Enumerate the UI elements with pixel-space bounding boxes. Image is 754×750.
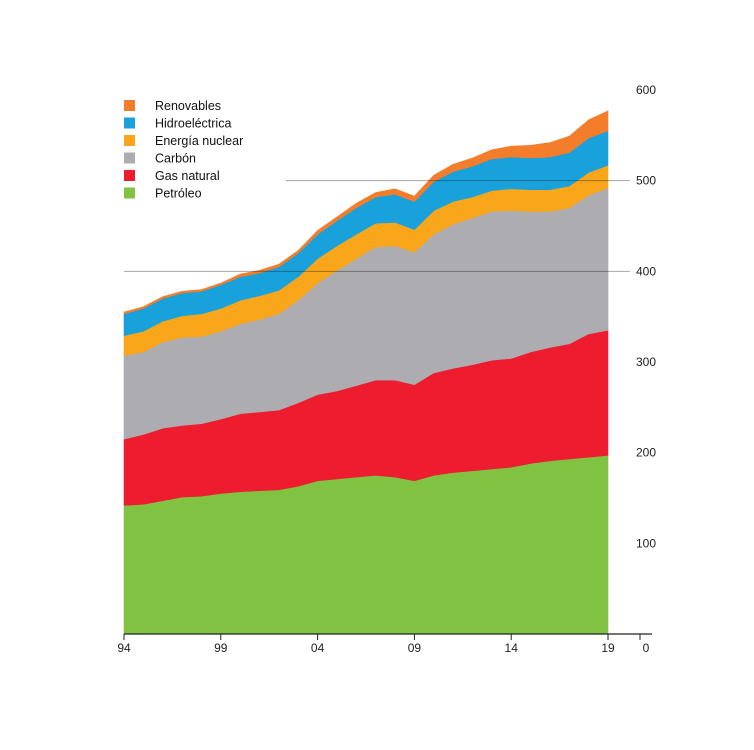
x-tick-label: 19 [601, 641, 615, 655]
y-tick-label: 500 [636, 174, 656, 188]
legend-swatch-energia-nuclear [124, 135, 135, 146]
y-tick-label: 600 [636, 83, 656, 97]
x-tick-label: 09 [408, 641, 422, 655]
y-tick-label: 0 [643, 641, 650, 655]
x-tick-label: 14 [505, 641, 519, 655]
legend-label-carbon: Carbón [155, 152, 196, 166]
legend-swatch-renovables [124, 100, 135, 111]
gridlines-group [124, 180, 630, 272]
legend-swatch-petroleo [124, 187, 135, 199]
legend-label-hidroelectrica: Hidroeléctrica [155, 117, 231, 131]
legend-swatch-carbon [124, 152, 135, 164]
axes-group: 94 99 04 09 14 19 0 100 200 300 400 500 600 [117, 83, 656, 655]
y-tick-label: 200 [636, 446, 656, 460]
x-tick-label: 99 [214, 641, 228, 655]
legend-swatch-hidroelectrica [124, 117, 135, 129]
legend-label-petroleo: Petróleo [155, 187, 202, 201]
x-tick-label: 04 [311, 641, 325, 655]
y-tick-label: 400 [636, 264, 656, 278]
legend-swatch-gas-natural [124, 170, 135, 181]
legend-label-gas-natural: Gas natural [155, 169, 220, 183]
legend-label-renovables: Renovables [155, 99, 221, 113]
legend: Renovables Hidroeléctrica Energía nuclear C… [124, 99, 243, 201]
y-tick-label: 100 [636, 536, 656, 550]
x-tick-label: 94 [117, 641, 131, 655]
legend-label-energia-nuclear: Energía nuclear [155, 134, 243, 148]
area-renovables [123, 110, 609, 315]
y-tick-label: 300 [636, 355, 656, 369]
area-series-group [123, 110, 609, 635]
